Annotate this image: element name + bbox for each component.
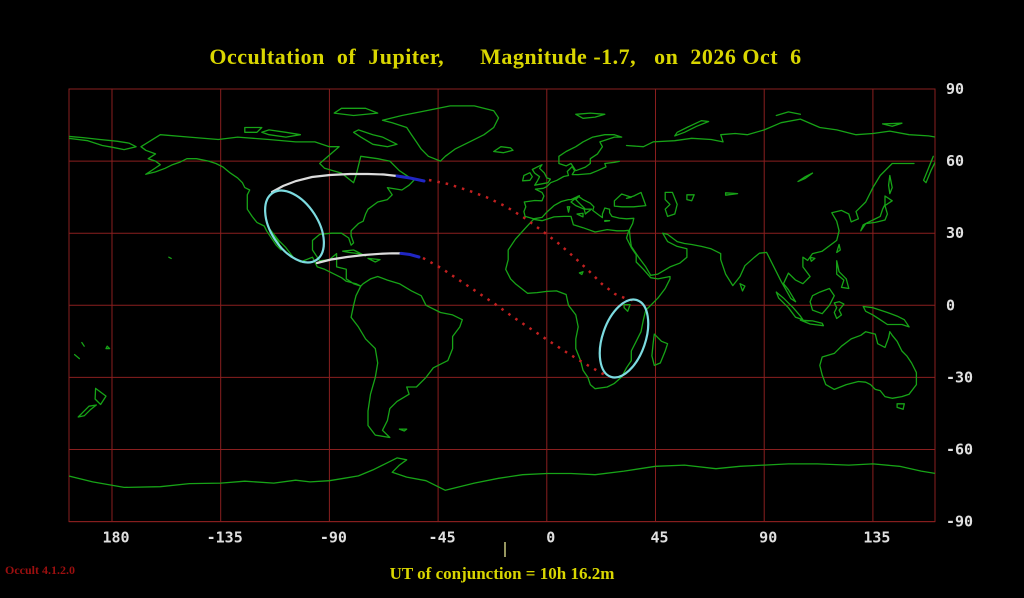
coastline-sri-lanka [739, 283, 746, 292]
coastline-new-caledonia [73, 353, 81, 360]
coastline-north-america [140, 134, 415, 287]
page-title: Occultation of Jupiter, Magnitude -1.7, … [209, 44, 802, 69]
coastline-lake-balkhash [724, 192, 739, 196]
coastline-severnaya-zemlya [775, 111, 802, 117]
coastline-black-sea [613, 191, 647, 208]
coastline-ellesmere-island [333, 107, 379, 117]
lat-lon-grid [68, 88, 936, 523]
coastline-sakhalin [887, 174, 893, 195]
lat-label-60: 60 [946, 152, 964, 170]
lon-label--135: -135 [207, 529, 243, 547]
coastline-new-zealand-north [94, 387, 107, 406]
map-border [68, 88, 936, 523]
lon-label-180: 180 [102, 529, 129, 547]
coastline-new-zealand-south [77, 404, 97, 418]
coastline-lake-chad [578, 271, 584, 276]
lat-label--30: -30 [946, 368, 973, 386]
coastline-europe-atlantic [523, 160, 620, 220]
coastline-fiji [105, 345, 111, 350]
lat-label--90: -90 [946, 513, 973, 531]
rise-set-ellipse-north-america [264, 189, 325, 264]
lon-label-90: 90 [759, 529, 777, 547]
coastline-taiwan [836, 243, 841, 254]
software-version-label: Occult 4.1.2.0 [5, 563, 75, 577]
lat-label-90: 90 [946, 80, 964, 98]
coastline-antarctica [69, 457, 935, 491]
coastline-banks-island [244, 126, 263, 133]
coastline-svalbard [575, 112, 606, 119]
coastline-baffin-island [352, 129, 398, 148]
coastline-aral-sea [686, 194, 695, 202]
coastline-japan [860, 195, 893, 232]
coastline-crete [604, 219, 611, 223]
coastline-falkland-islands [398, 428, 408, 432]
lon-label-45: 45 [650, 529, 668, 547]
coastline-sicily [576, 212, 584, 218]
coastline-new-siberian-islands [881, 122, 903, 127]
coastline-great-britain [531, 164, 552, 186]
coastline-south-america [350, 275, 463, 439]
coastline-asia-pacific-and-south-coast [628, 162, 915, 303]
coastline-hawaii [168, 256, 172, 260]
coastline-tasmania [896, 403, 905, 410]
coastline-scandinavia [558, 134, 623, 172]
lat-label-30: 30 [946, 224, 964, 242]
lon-label-0: 0 [546, 529, 555, 547]
coastline-lake-baikal [797, 172, 814, 183]
coastline-iceland [493, 146, 514, 154]
coastline-hainan [809, 256, 816, 262]
south-limit-night [315, 252, 403, 265]
coastline-kamchatka [922, 155, 935, 184]
coastline-borneo [809, 287, 835, 315]
coastlines [69, 105, 935, 491]
coastline-lake-victoria [623, 303, 631, 312]
rise-set-ellipse-africa [598, 298, 650, 379]
axis-labels: 180 -135 -90 -45 0 45 90 135 90 60 30 0 -30 -60 -90 [102, 80, 973, 547]
coastline-novaya-zemlya [674, 120, 710, 137]
coastline-siberia-north [625, 118, 935, 148]
coastline-madagascar [651, 333, 669, 367]
coastline-caspian-sea [664, 191, 678, 218]
north-limit-twilight [395, 174, 426, 183]
north-limit-night [270, 172, 399, 194]
coastline-mediterranean-north [532, 195, 635, 231]
occultation-path [264, 172, 650, 379]
coastline-new-guinea [862, 305, 910, 328]
lon-label-135: 135 [863, 529, 890, 547]
coastline-philippines [836, 260, 850, 290]
lon-label--45: -45 [429, 529, 456, 547]
south-limit-daytime [422, 256, 606, 377]
north-limit-daytime [428, 178, 637, 303]
coastline-victoria-island [261, 129, 302, 138]
lat-label--60: -60 [946, 440, 973, 458]
coastline-africa [505, 215, 671, 390]
coastline-australia [819, 331, 918, 399]
south-limit-twilight [399, 251, 421, 259]
lat-label-0: 0 [946, 296, 955, 314]
coastline-sardinia [566, 206, 571, 213]
coastline-java [799, 319, 825, 327]
coastline-chukotka [69, 135, 137, 151]
lon-label--90: -90 [320, 529, 347, 547]
coastline-ireland [521, 172, 533, 182]
coastline-hispaniola [367, 257, 381, 263]
conjunction-time-label: UT of conjunction = 10h 16.2m [389, 564, 615, 583]
coastline-greenland [381, 105, 500, 162]
coastline-sulawesi [833, 301, 845, 320]
coastline-vanuatu [81, 341, 85, 347]
